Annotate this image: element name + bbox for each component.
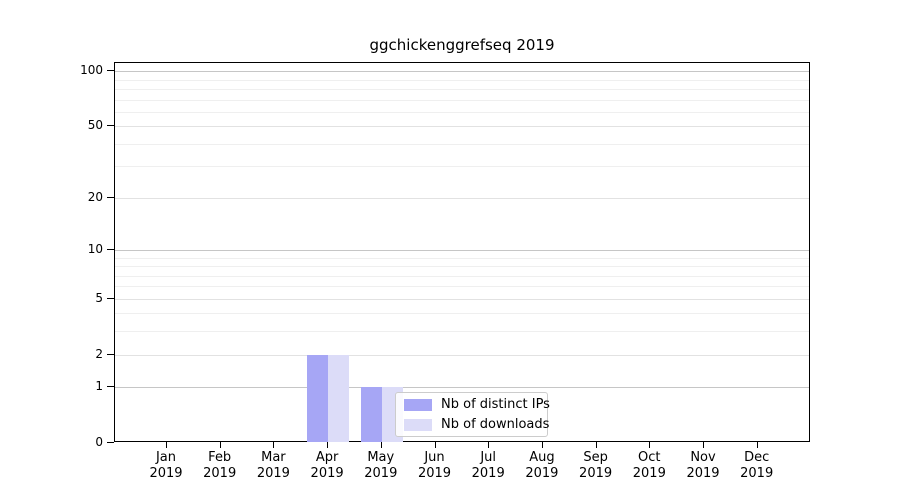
bar-downloads: [328, 354, 350, 442]
x-axis-tick-label: Mar 2019: [241, 450, 305, 482]
legend-item: Nb of downloads: [404, 417, 549, 432]
y-axis-tick: [107, 442, 114, 443]
x-axis-tick: [488, 442, 490, 448]
x-axis-tick: [166, 442, 167, 448]
bar-distinct-ips: [360, 387, 382, 442]
x-tick-month: Mar: [261, 450, 286, 465]
y-axis-tick-label: 50: [87, 118, 103, 133]
y-axis-tick-label: 100: [80, 63, 103, 78]
x-tick-year: 2019: [203, 466, 237, 481]
y-minor-gridline: [115, 266, 809, 268]
x-axis-tick: [380, 442, 382, 448]
y-axis-tick: [107, 196, 114, 198]
y-axis-tick: [107, 353, 114, 355]
y-axis-tick-label: 2: [95, 346, 103, 361]
x-tick-month: Feb: [208, 450, 232, 465]
x-axis-tick: [541, 442, 543, 448]
x-tick-month: Aug: [529, 450, 555, 465]
x-axis-tick: [756, 442, 758, 448]
x-axis-tick: [434, 442, 436, 448]
x-axis-tick-label: Jul 2019: [456, 450, 520, 482]
x-axis-tick: [327, 442, 329, 448]
y-minor-gridline: [115, 331, 809, 333]
x-tick-year: 2019: [364, 466, 398, 481]
y-minor-gridline: [115, 111, 809, 113]
y-minor-gridline: [115, 143, 809, 145]
legend-swatch: [404, 418, 432, 431]
x-axis-tick: [703, 442, 704, 448]
x-axis-tick: [219, 442, 221, 448]
x-tick-month: Sep: [583, 450, 608, 465]
x-axis-tick: [595, 442, 597, 448]
y-axis-tick-label: 5: [95, 290, 103, 305]
x-axis-tick-label: Jan 2019: [134, 450, 198, 482]
x-axis-tick-label: Nov 2019: [671, 450, 735, 482]
y-axis-tick: [107, 125, 114, 127]
x-tick-month: Apr: [315, 450, 339, 465]
x-axis-tick-label: May 2019: [349, 450, 413, 482]
y-minor-gridline: [115, 99, 809, 101]
x-axis-tick-label: Sep 2019: [564, 450, 628, 482]
x-axis-tick: [649, 442, 651, 448]
y-minor-gridline: [115, 313, 809, 315]
y-axis-tick-label: 20: [87, 189, 103, 204]
bar-distinct-ips: [307, 354, 329, 442]
x-tick-year: 2019: [740, 466, 774, 481]
y-minor-gridline: [115, 286, 809, 288]
x-tick-year: 2019: [149, 466, 183, 481]
y-major-gridline: [115, 249, 809, 251]
x-tick-year: 2019: [310, 466, 344, 481]
x-tick-month: Jul: [480, 450, 497, 465]
y-axis-tick: [107, 386, 114, 388]
x-axis-tick-label: Feb 2019: [188, 450, 252, 482]
x-tick-year: 2019: [579, 466, 613, 481]
legend-label: Nb of downloads: [441, 417, 550, 432]
x-tick-month: Nov: [690, 450, 716, 465]
plot-area: [114, 62, 810, 442]
y-minor-gridline: [115, 166, 809, 168]
x-tick-month: Dec: [744, 450, 770, 465]
x-axis-tick: [273, 442, 275, 448]
x-tick-month: Jun: [424, 450, 445, 465]
legend-label: Nb of distinct IPs: [441, 397, 550, 412]
legend-swatch: [404, 398, 432, 411]
x-axis-tick-label: Jun 2019: [403, 450, 467, 482]
x-tick-month: Oct: [638, 450, 661, 465]
legend: Nb of distinct IPs Nb of downloads: [395, 392, 550, 437]
x-tick-month: May: [367, 450, 395, 465]
y-major-gridline: [115, 298, 809, 300]
y-axis-tick: [107, 248, 114, 250]
y-minor-gridline: [115, 257, 809, 259]
x-tick-year: 2019: [632, 466, 666, 481]
y-axis-tick-label: 1: [95, 379, 103, 394]
x-tick-year: 2019: [471, 466, 505, 481]
y-major-gridline: [115, 126, 809, 128]
y-major-gridline: [115, 71, 809, 73]
y-axis-tick: [107, 297, 114, 299]
x-tick-year: 2019: [686, 466, 720, 481]
y-axis-tick-label: 10: [87, 241, 103, 256]
x-tick-month: Jan: [155, 450, 177, 465]
x-tick-year: 2019: [525, 466, 559, 481]
x-axis-tick-label: Dec 2019: [725, 450, 789, 482]
y-minor-gridline: [115, 79, 809, 81]
x-tick-year: 2019: [417, 466, 452, 481]
y-axis-tick: [107, 70, 114, 72]
y-major-gridline: [115, 197, 809, 199]
x-tick-year: 2019: [256, 466, 290, 481]
y-major-gridline: [115, 354, 809, 356]
y-axis-tick-label: 0: [95, 435, 103, 449]
x-axis-tick-label: Aug 2019: [510, 450, 574, 482]
x-axis-tick-label: Apr 2019: [295, 450, 359, 482]
y-minor-gridline: [115, 275, 809, 277]
legend-item: Nb of distinct IPs: [404, 397, 550, 412]
y-minor-gridline: [115, 89, 809, 91]
y-major-gridline: [115, 387, 809, 389]
chart-title: ggchickenggrefseq 2019: [369, 36, 555, 54]
x-axis-tick-label: Oct 2019: [617, 450, 681, 482]
